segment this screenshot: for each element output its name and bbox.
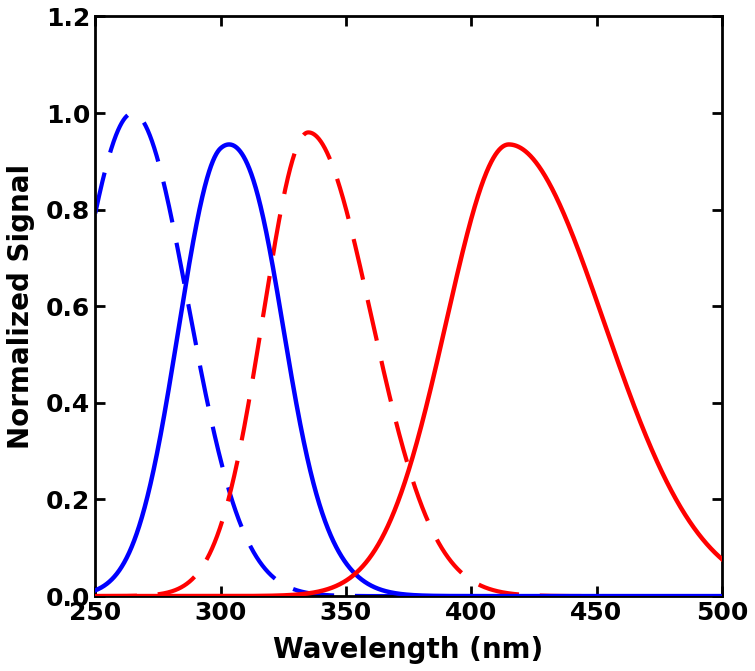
X-axis label: Wavelength (nm): Wavelength (nm) — [273, 636, 544, 664]
Y-axis label: Normalized Signal: Normalized Signal — [7, 164, 35, 449]
